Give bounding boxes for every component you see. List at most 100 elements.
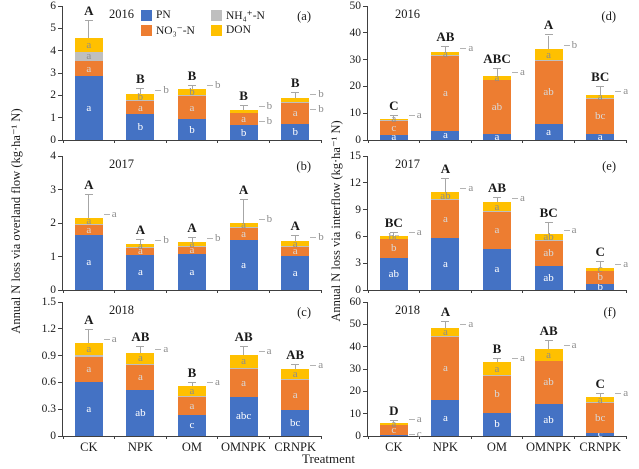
bar-segment-pn [431, 238, 460, 290]
x-tick [62, 436, 64, 439]
callout-leader [408, 231, 415, 233]
segment-label-don: a [86, 342, 92, 355]
segment-label-no3: a [442, 212, 448, 225]
y-tick [363, 289, 367, 291]
error-bar-cap [493, 357, 501, 359]
significance-letter: A [84, 2, 94, 18]
callout-letter: a [520, 192, 525, 205]
bar-segment-don [74, 343, 103, 355]
callout-leader [460, 48, 467, 50]
x-tick [625, 290, 627, 293]
x-tick [367, 140, 369, 143]
y-tick [363, 235, 367, 237]
segment-label-pn: a [442, 129, 448, 142]
y-tick-label: 0 [355, 430, 361, 442]
bar-segment-pn [178, 119, 206, 140]
bar-segment-don [178, 386, 206, 396]
bar-segment-nh4 [431, 335, 460, 337]
segment-label-pn: c [189, 419, 195, 432]
segment-label-no3: ab [543, 247, 554, 260]
x-category-label: OM [486, 440, 508, 454]
x-tick [470, 290, 472, 293]
legend-item-don: DON [211, 23, 265, 37]
error-bar [444, 47, 446, 53]
bar-segment-no3 [281, 246, 310, 256]
callout-letter: a [623, 85, 629, 98]
segment-label-no3: a [189, 399, 195, 412]
segment-label-pn: bc [289, 417, 301, 430]
segment-label-don: a [546, 348, 552, 361]
bar-segment-pn [74, 76, 103, 140]
callout-letter: b [318, 87, 324, 100]
x-tick [114, 290, 116, 293]
error-bar [294, 365, 296, 369]
bar-segment-don [74, 217, 103, 224]
significance-letter: A [84, 311, 94, 327]
bar-segment-don [431, 192, 460, 200]
y-tick-label: 15 [349, 150, 362, 162]
x-tick [217, 290, 219, 293]
bar-segment-pn [483, 412, 511, 436]
segment-label-don: a [86, 214, 92, 227]
bar-segment-don [229, 354, 258, 369]
bar-segment-nh4 [379, 238, 408, 240]
bar-segment-don [281, 97, 310, 103]
error-bar [243, 346, 245, 355]
legend-label-no3: NO₃⁻-N [156, 25, 195, 37]
bar-segment-pn [126, 389, 155, 436]
segment-label-don: a [189, 237, 195, 250]
callout-leader [512, 71, 518, 73]
error-bar [294, 93, 296, 98]
y-tick-label: 30 [349, 363, 362, 375]
y-tick [58, 117, 62, 119]
callout-letter: b [571, 39, 578, 52]
significance-letter: AB [131, 328, 150, 344]
x-tick [320, 290, 322, 293]
y-tick-label: 0 [50, 134, 56, 146]
callout-leader [258, 120, 265, 122]
error-bar-cap [136, 87, 145, 89]
bar-segment-no3 [126, 364, 155, 390]
bar-segment-don [534, 49, 563, 61]
segment-label-no3: a [86, 363, 92, 375]
y-tick [58, 94, 62, 96]
bar-segment-no3 [178, 96, 206, 120]
bar-segment-don [229, 223, 258, 228]
x-tick [625, 436, 627, 439]
bar-segment-no3 [534, 240, 563, 266]
x-tick [165, 140, 167, 143]
bar-segment-don [534, 349, 563, 361]
error-bar [294, 236, 296, 242]
y-tick-label: 50 [349, 0, 362, 12]
segment-label-no3: a [241, 227, 247, 240]
error-bar-cap [389, 420, 398, 422]
bar-segment-don [74, 38, 103, 52]
segment-label-don: a [137, 352, 143, 365]
significance-letter: A [84, 176, 94, 192]
y-tick [363, 390, 367, 392]
callout-leader [512, 358, 518, 360]
legend-label-pn: PN [156, 9, 171, 21]
bar-segment-nh4 [586, 270, 615, 272]
y-tick [363, 112, 367, 114]
segment-label-pn: abc [235, 410, 252, 423]
segment-label-pn: ab [543, 413, 554, 426]
callout-letter: a [571, 339, 577, 352]
callout-leader [310, 365, 317, 366]
x-tick [268, 290, 270, 293]
callout-leader [258, 219, 265, 220]
y-tick [363, 323, 367, 325]
error-bar-cap [596, 86, 605, 88]
callout-leader [460, 323, 467, 325]
y-tick-label: 2 [50, 89, 56, 102]
error-bar-cap [389, 231, 398, 233]
x-category-label: CK [80, 440, 98, 454]
error-bar [139, 239, 141, 244]
y-tick [58, 50, 62, 52]
significance-letter: B [136, 70, 145, 86]
bar-segment-pn [229, 396, 258, 436]
panel-letter: (d) [601, 9, 616, 23]
callout-letter: b [318, 102, 324, 115]
y-tick-label: 5 [50, 22, 56, 35]
